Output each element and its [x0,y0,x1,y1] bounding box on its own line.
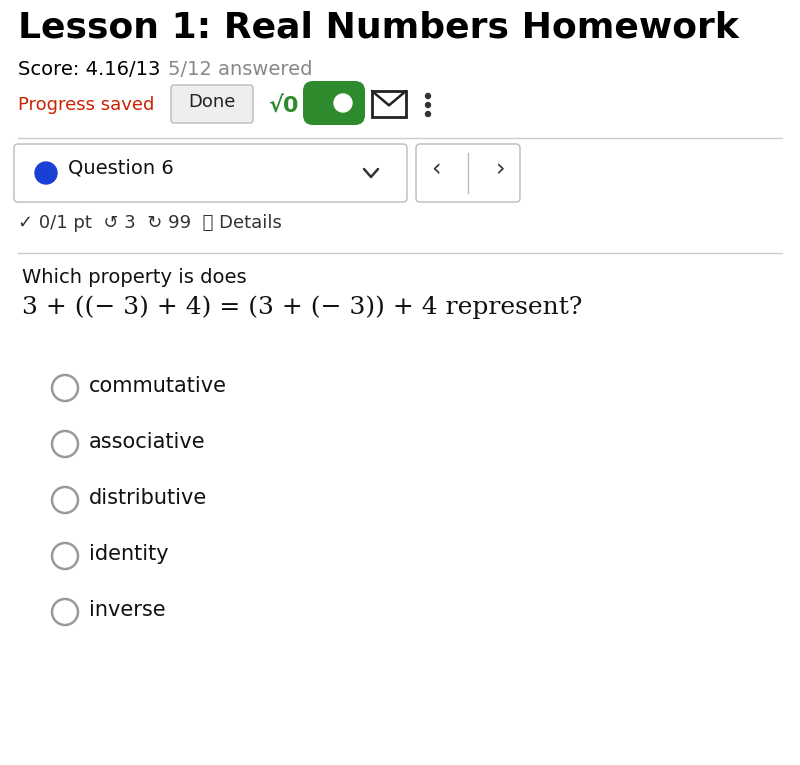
Circle shape [426,93,430,99]
Text: Done: Done [188,93,236,111]
Circle shape [334,94,352,112]
Circle shape [52,599,78,625]
FancyBboxPatch shape [303,81,365,125]
Text: inverse: inverse [89,600,166,620]
FancyBboxPatch shape [171,85,253,123]
Text: Lesson 1: Real Numbers Homework: Lesson 1: Real Numbers Homework [18,10,739,44]
Text: Which property is does: Which property is does [22,268,246,287]
Text: Score: 4.16/13: Score: 4.16/13 [18,60,160,79]
Circle shape [52,375,78,401]
Text: Question 6: Question 6 [68,158,174,177]
Text: Progress saved: Progress saved [18,96,154,114]
Text: ✓ 0/1 pt  ↺ 3  ↻ 99  ⓘ Details: ✓ 0/1 pt ↺ 3 ↻ 99 ⓘ Details [18,214,282,232]
Text: ‹: ‹ [431,158,441,182]
Circle shape [426,112,430,116]
Text: associative: associative [89,432,206,452]
Circle shape [426,103,430,108]
FancyBboxPatch shape [372,91,406,117]
Circle shape [35,162,57,184]
Circle shape [52,431,78,457]
Circle shape [52,543,78,569]
Text: 5/12 answered: 5/12 answered [168,60,313,79]
FancyBboxPatch shape [416,144,520,202]
Text: ›: › [495,158,505,182]
Text: √0: √0 [268,96,298,116]
Text: identity: identity [89,544,169,564]
Text: distributive: distributive [89,488,207,508]
Text: commutative: commutative [89,376,227,396]
Circle shape [52,487,78,513]
Text: 3 + ((− 3) + 4) = (3 + (− 3)) + 4 represent?: 3 + ((− 3) + 4) = (3 + (− 3)) + 4 repres… [22,295,582,318]
FancyBboxPatch shape [14,144,407,202]
